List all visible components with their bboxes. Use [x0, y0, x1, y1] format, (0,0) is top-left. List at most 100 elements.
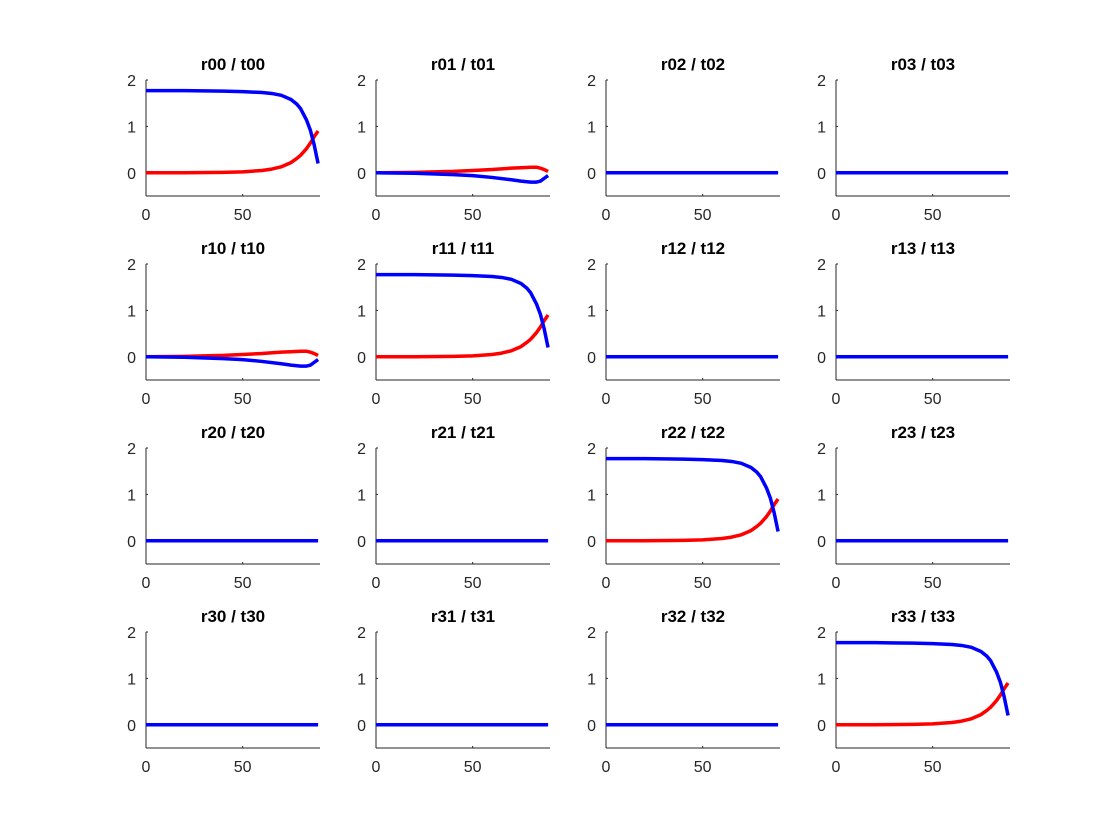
y-tick-label: 2	[357, 625, 366, 642]
y-tick-label: 1	[357, 119, 366, 136]
subplot: r22 / t22 0 1 2 0 50	[587, 423, 780, 592]
blue-series-line	[145, 355, 320, 368]
x-tick-label: 0	[602, 207, 611, 224]
y-tick-label: 1	[817, 303, 826, 320]
subplot-title: r13 / t13	[891, 239, 955, 258]
subplot: r11 / t11 0 1 2 0 50	[357, 239, 550, 408]
x-tick-label: 0	[142, 575, 151, 592]
subplot-title: r30 / t30	[201, 607, 265, 626]
x-tick-label: 0	[602, 759, 611, 776]
subplot-title: r21 / t21	[431, 423, 495, 442]
y-tick-label: 1	[587, 303, 596, 320]
y-tick-label: 2	[587, 441, 596, 458]
y-tick-label: 0	[357, 534, 366, 551]
x-tick-label: 0	[602, 575, 611, 592]
y-tick-label: 2	[127, 441, 136, 458]
subplot: r33 / t33 0 1 2 0 50	[817, 607, 1010, 776]
y-tick-label: 1	[817, 487, 826, 504]
subplot: r32 / t32 0 1 2 0 50	[587, 607, 780, 776]
subplot-title: r03 / t03	[891, 55, 955, 74]
red-series-line	[376, 314, 550, 359]
y-tick-label: 0	[817, 718, 826, 735]
y-tick-label: 2	[817, 441, 826, 458]
blue-series-line	[375, 171, 550, 184]
subplot: r30 / t30 0 1 2 0 50	[127, 607, 320, 776]
x-tick-label: 0	[832, 207, 841, 224]
y-tick-label: 0	[357, 718, 366, 735]
y-tick-label: 2	[127, 625, 136, 642]
subplot-title: r02 / t02	[661, 55, 725, 74]
y-tick-label: 0	[127, 166, 136, 183]
x-tick-label: 0	[142, 759, 151, 776]
subplot-title: r23 / t23	[891, 423, 955, 442]
y-tick-label: 0	[127, 350, 136, 367]
y-tick-label: 1	[817, 119, 826, 136]
subplot: r00 / t00 0 1 2 0 50	[127, 55, 320, 224]
subplot: r12 / t12 0 1 2 0 50	[587, 239, 780, 408]
subplot: r01 / t01 0 1 2 0 50	[357, 55, 550, 224]
x-tick-label: 50	[694, 391, 712, 408]
y-tick-label: 0	[587, 350, 596, 367]
y-tick-label: 0	[817, 534, 826, 551]
x-tick-label: 0	[602, 391, 611, 408]
subplot: r03 / t03 0 1 2 0 50	[817, 55, 1010, 224]
subplot: r20 / t20 0 1 2 0 50	[127, 423, 320, 592]
subplot: r31 / t31 0 1 2 0 50	[357, 607, 550, 776]
x-tick-label: 50	[464, 575, 482, 592]
subplot-title: r33 / t33	[891, 607, 955, 626]
x-tick-label: 0	[142, 207, 151, 224]
subplot: r13 / t13 0 1 2 0 50	[817, 239, 1010, 408]
y-tick-label: 1	[127, 487, 136, 504]
y-tick-label: 0	[817, 166, 826, 183]
y-tick-label: 2	[127, 73, 136, 90]
y-tick-label: 1	[127, 119, 136, 136]
subplot-title: r12 / t12	[661, 239, 725, 258]
subplot: r10 / t10 0 1 2 0 50	[127, 239, 320, 408]
x-tick-label: 50	[464, 207, 482, 224]
red-series-line	[145, 349, 319, 359]
x-tick-label: 0	[832, 759, 841, 776]
x-tick-label: 0	[372, 391, 381, 408]
subplot: r21 / t21 0 1 2 0 50	[357, 423, 550, 592]
y-tick-label: 2	[817, 73, 826, 90]
y-tick-label: 2	[357, 441, 366, 458]
red-series-line	[836, 682, 1010, 727]
y-tick-label: 1	[587, 671, 596, 688]
y-tick-label: 2	[357, 257, 366, 274]
y-tick-label: 1	[587, 119, 596, 136]
x-tick-label: 50	[464, 759, 482, 776]
x-tick-label: 50	[694, 207, 712, 224]
subplot-title: r11 / t11	[432, 239, 494, 258]
y-tick-label: 1	[357, 303, 366, 320]
x-tick-label: 0	[142, 391, 151, 408]
x-tick-label: 0	[372, 207, 381, 224]
x-tick-label: 50	[694, 759, 712, 776]
y-tick-label: 1	[127, 303, 136, 320]
y-tick-label: 0	[587, 718, 596, 735]
y-tick-label: 0	[587, 166, 596, 183]
y-tick-label: 2	[587, 625, 596, 642]
y-tick-label: 1	[357, 671, 366, 688]
y-tick-label: 0	[127, 718, 136, 735]
blue-series-line	[836, 640, 1010, 716]
y-tick-label: 1	[357, 487, 366, 504]
red-series-line	[375, 165, 549, 175]
x-tick-label: 0	[372, 575, 381, 592]
y-tick-label: 1	[587, 487, 596, 504]
subplot-title: r31 / t31	[431, 607, 495, 626]
y-tick-label: 0	[357, 350, 366, 367]
y-tick-label: 2	[817, 257, 826, 274]
x-tick-label: 50	[924, 575, 942, 592]
x-tick-label: 50	[924, 391, 942, 408]
y-tick-label: 1	[127, 671, 136, 688]
red-series-line	[606, 498, 780, 543]
y-tick-label: 2	[127, 257, 136, 274]
x-tick-label: 50	[924, 759, 942, 776]
subplot-title: r20 / t20	[201, 423, 265, 442]
y-tick-label: 2	[817, 625, 826, 642]
y-tick-label: 0	[587, 534, 596, 551]
y-tick-label: 0	[817, 350, 826, 367]
subplot-title: r32 / t32	[661, 607, 725, 626]
